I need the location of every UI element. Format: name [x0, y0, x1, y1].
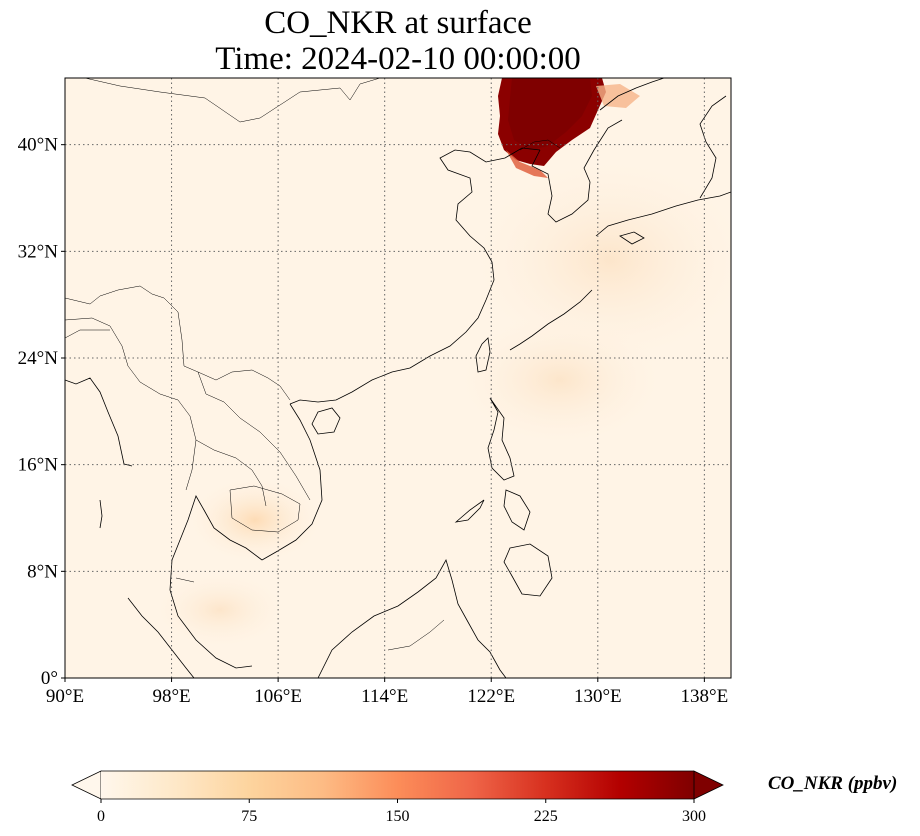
colorbar-extend-max: [693, 770, 724, 800]
lon-tick-label: 122°E: [467, 686, 515, 707]
laos-border: [197, 371, 311, 501]
colorbar: 0 75 150 225 300 CO_NKR (ppbv): [71, 770, 897, 825]
co-plume-core: [508, 78, 592, 150]
china-coast: [289, 147, 541, 405]
japan-honshu-north: [699, 95, 727, 199]
myanmar-border: [65, 317, 197, 491]
bangladesh-india-border: [65, 329, 110, 339]
visayas-islands: [503, 489, 531, 531]
taiwan-island: [475, 337, 491, 373]
lat-tick-label: 0°: [41, 668, 58, 689]
malaysia-thailand-border: [175, 577, 195, 583]
andaman-islands: [99, 499, 103, 529]
luzon-coast: [487, 397, 515, 481]
colorbar-tick-label: 300: [682, 808, 706, 825]
map-panel: 90°E 98°E 106°E 114°E 122°E 130°E 138°E 0° 8°N 1…: [18, 77, 732, 707]
cambodia-border: [229, 485, 301, 533]
china-southwest-border: [65, 285, 291, 401]
southwest-haze: [150, 570, 290, 650]
colorbar-tick-label: 150: [386, 808, 410, 825]
colorbar-gradient: [101, 771, 694, 799]
china-korea-border: [519, 139, 561, 151]
colorbar-tick-label: 75: [241, 808, 257, 825]
outflow-haze-south: [450, 310, 670, 450]
country-borders: [65, 78, 561, 651]
map-frame: [64, 77, 732, 679]
colorbar-tick-label: 0: [97, 808, 105, 825]
korea-coast: [531, 119, 623, 223]
colorbar-label: CO_NKR (ppbv): [768, 773, 897, 794]
japan-kyushu-honshu: [595, 191, 731, 237]
lat-tick-label: 32°N: [18, 241, 59, 262]
mongolia-china-border: [84, 78, 381, 123]
colorbar-tick-label: 225: [534, 808, 558, 825]
lon-tick-label: 90°E: [46, 686, 84, 707]
lon-tick-label: 130°E: [574, 686, 622, 707]
sumatra-coast: [127, 597, 195, 678]
coastlines: [65, 78, 731, 678]
gulf-of-thailand-coast: [171, 495, 263, 561]
palawan-island: [454, 499, 485, 523]
malay-peninsula: [169, 559, 253, 669]
map-title: CO_NKR at surface: [264, 5, 532, 41]
lat-tick-label: 40°N: [18, 135, 59, 156]
lon-tick-label: 138°E: [681, 686, 729, 707]
colorbar-ticks: 0 75 150 225 300: [97, 799, 706, 825]
thailand-border: [195, 439, 267, 507]
ryukyu-islands: [509, 289, 593, 351]
mindanao-coast: [503, 543, 553, 597]
map-time-subtitle: Time: 2024-02-10 00:00:00: [215, 41, 581, 77]
lon-tick-label: 114°E: [361, 686, 408, 707]
lat-tick-label: 24°N: [18, 348, 59, 369]
vietnam-coast: [261, 403, 323, 561]
colorbar-extend-min: [71, 770, 102, 800]
japan-shikoku: [619, 231, 645, 245]
borneo-coast: [317, 558, 507, 678]
latitude-axis: 0° 8°N 16°N 24°N 32°N 40°N: [18, 135, 65, 689]
indochina-haze: [185, 475, 325, 565]
lat-tick-label: 8°N: [27, 561, 58, 582]
russia-coast: [599, 78, 665, 111]
lon-tick-label: 98°E: [152, 686, 190, 707]
bay-of-bengal-coast: [65, 377, 133, 467]
hainan-island: [311, 407, 341, 435]
longitude-axis: 90°E 98°E 106°E 114°E 122°E 130°E 138°E: [46, 678, 728, 707]
concentration-field: [65, 78, 731, 678]
co-plume-edge: [506, 150, 548, 178]
borneo-border: [387, 619, 445, 651]
lat-tick-label: 16°N: [18, 455, 59, 476]
lon-tick-label: 106°E: [254, 686, 302, 707]
graticule: [65, 78, 731, 678]
